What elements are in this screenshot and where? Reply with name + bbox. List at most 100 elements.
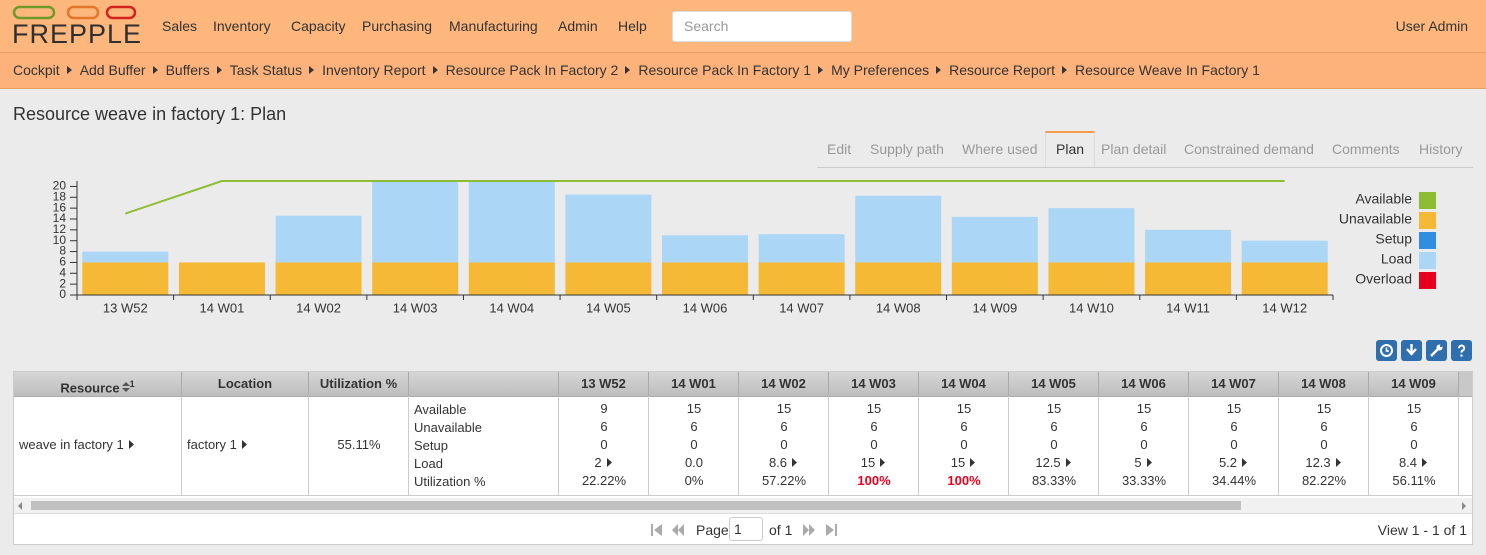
column-header[interactable]: Location xyxy=(182,372,309,396)
bar-segment xyxy=(758,234,845,263)
tab[interactable]: Plan xyxy=(1045,131,1096,167)
column-header[interactable]: 14 W09 xyxy=(1369,372,1459,396)
measure-label: Load xyxy=(414,456,443,471)
next-page[interactable] xyxy=(802,523,816,539)
header-text: Utilization % xyxy=(319,376,398,391)
x-tick-label: 14 W03 xyxy=(393,300,438,315)
column-header[interactable]: 14 W01 xyxy=(649,372,739,396)
first-page[interactable] xyxy=(650,523,664,539)
x-tick-label: 14 W11 xyxy=(1166,300,1210,315)
menu-item[interactable]: Sales xyxy=(162,18,198,34)
bar-segment xyxy=(855,262,942,295)
load-link[interactable]: 12.3 xyxy=(1279,454,1369,472)
column-header[interactable]: 14 W08 xyxy=(1279,372,1369,396)
menu-item[interactable]: Manufacturing xyxy=(449,18,538,34)
prev-page[interactable] xyxy=(671,523,685,539)
breadcrumb[interactable]: Add Buffer xyxy=(80,62,166,78)
load-link[interactable]: 8.6 xyxy=(739,454,829,472)
resource-link[interactable]: weave in factory 1 xyxy=(19,437,136,452)
location-link[interactable]: factory 1 xyxy=(187,437,249,452)
breadcrumb[interactable]: Resource Pack In Factory 1 xyxy=(638,62,831,78)
column-header[interactable]: Resource 1 xyxy=(14,372,182,396)
column-header[interactable]: 14 W07 xyxy=(1189,372,1279,396)
breadcrumb[interactable]: Resource Report xyxy=(949,62,1075,78)
scroll-left[interactable] xyxy=(18,502,22,510)
column-border xyxy=(648,396,649,495)
link-text: 2 xyxy=(594,455,602,470)
y-tick-label: 8 xyxy=(59,244,66,258)
cell: 6 xyxy=(1320,419,1328,434)
tab[interactable]: Comments xyxy=(1332,141,1400,157)
breadcrumb-text: Inventory Report xyxy=(322,62,426,78)
y-tick-label: 14 xyxy=(53,211,67,225)
breadcrumb[interactable]: Resource Pack In Factory 2 xyxy=(446,62,639,78)
bar-segment xyxy=(951,262,1038,295)
load-link[interactable]: 5.2 xyxy=(1189,454,1279,472)
measure-label: Setup xyxy=(414,438,448,453)
last-page[interactable] xyxy=(824,523,838,539)
breadcrumb-text: Resource Pack In Factory 1 xyxy=(638,62,812,78)
column-header[interactable]: 14 W02 xyxy=(739,372,829,396)
link-text: 5.2 xyxy=(1218,455,1238,470)
search-box[interactable]: Search xyxy=(672,11,852,42)
menu-item[interactable]: Admin xyxy=(558,18,598,34)
breadcrumb[interactable]: Resource Weave In Factory 1 xyxy=(1075,62,1260,78)
tab[interactable]: Supply path xyxy=(870,141,944,157)
separator xyxy=(309,66,315,74)
column-header[interactable]: 14 W04 xyxy=(919,372,1009,396)
download-button[interactable] xyxy=(1401,340,1422,361)
column-header[interactable]: Utilization % xyxy=(309,372,409,396)
column-header[interactable]: 14 W06 xyxy=(1099,372,1189,396)
cell: 6 xyxy=(1140,419,1148,434)
search-placeholder: Search xyxy=(684,18,729,34)
load-link[interactable]: 5 xyxy=(1099,454,1189,472)
header-text: 14 W09 xyxy=(1391,376,1436,391)
load-link[interactable]: 2 xyxy=(559,454,649,472)
menu-item[interactable]: Inventory xyxy=(213,18,271,34)
refresh-button[interactable] xyxy=(1376,340,1397,361)
menu-item[interactable]: Capacity xyxy=(291,18,346,34)
load-link[interactable]: 8.4 xyxy=(1369,454,1459,472)
view-count: View 1 - 1 of 1 xyxy=(1377,522,1467,538)
cell: 6 xyxy=(1050,419,1058,434)
cell: 22.22% xyxy=(581,473,627,488)
settings-button[interactable] xyxy=(1426,340,1447,361)
logo[interactable]: FREPPLE xyxy=(12,19,143,49)
header-text: 14 W06 xyxy=(1121,376,1166,391)
menu-item[interactable]: Purchasing xyxy=(362,18,433,34)
help-button[interactable] xyxy=(1451,340,1472,361)
cell: 6 xyxy=(1410,419,1418,434)
user-menu[interactable]: User Admin xyxy=(1395,18,1468,34)
breadcrumb[interactable]: Cockpit xyxy=(13,62,80,78)
tab[interactable]: Plan detail xyxy=(1101,141,1167,157)
sort-icon xyxy=(120,380,130,395)
tab[interactable]: History xyxy=(1419,141,1463,157)
scroll-right[interactable] xyxy=(1462,502,1466,510)
tab[interactable]: Edit xyxy=(827,141,852,157)
load-link[interactable]: 12.5 xyxy=(1009,454,1099,472)
cell: 6 xyxy=(960,419,968,434)
page-input[interactable]: 1 xyxy=(729,517,763,541)
menu-item[interactable]: Help xyxy=(618,18,647,34)
column-header[interactable]: 13 W52 xyxy=(559,372,649,396)
breadcrumb-text: Resource Pack In Factory 2 xyxy=(445,62,619,78)
column-header[interactable]: 14 W03 xyxy=(829,372,919,396)
caret xyxy=(602,455,614,470)
tab[interactable]: Where used xyxy=(962,141,1038,157)
breadcrumb[interactable]: Inventory Report xyxy=(322,62,446,78)
breadcrumb[interactable]: My Preferences xyxy=(831,62,949,78)
tab[interactable]: Constrained demand xyxy=(1184,141,1314,157)
scrollbar[interactable] xyxy=(14,498,1472,513)
breadcrumb[interactable]: Buffers xyxy=(166,62,230,78)
column-header[interactable]: 14 W05 xyxy=(1009,372,1099,396)
load-link[interactable]: 15 xyxy=(829,454,919,472)
load-link[interactable]: 15 xyxy=(919,454,1009,472)
caret xyxy=(787,455,799,470)
breadcrumb-bar: Cockpit Add Buffer Buffers Task Status Inven… xyxy=(0,53,1486,89)
separator xyxy=(625,66,631,74)
legend-label: Unavailable xyxy=(1339,211,1412,227)
column-border xyxy=(181,396,182,495)
breadcrumb[interactable]: Task Status xyxy=(230,62,322,78)
bar-segment xyxy=(468,181,555,263)
column-header[interactable] xyxy=(409,372,559,396)
